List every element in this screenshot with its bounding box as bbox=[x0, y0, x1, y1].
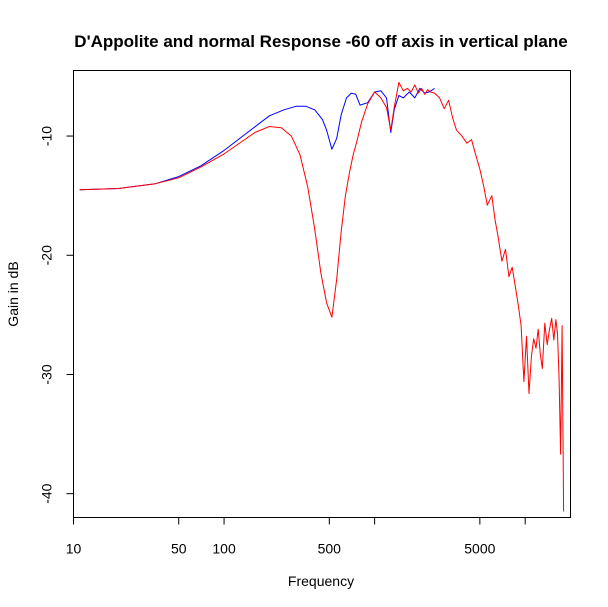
x-tick-label: 100 bbox=[212, 541, 236, 557]
y-tick-label: -30 bbox=[39, 364, 55, 384]
y-axis: -10 -20 -30 -40 bbox=[39, 126, 74, 504]
x-tick-label: 500 bbox=[318, 541, 342, 557]
y-tick-label: -20 bbox=[39, 245, 55, 265]
plot-area bbox=[79, 81, 565, 512]
plot-frame bbox=[73, 70, 571, 518]
x-tick-label: 10 bbox=[66, 541, 82, 557]
chart-title: D'Appolite and normal Response -60 off a… bbox=[74, 32, 567, 51]
y-tick-label: -40 bbox=[39, 483, 55, 503]
y-axis-label: Gain in dB bbox=[5, 261, 21, 326]
series-line-0 bbox=[79, 87, 435, 191]
x-tick-label: 50 bbox=[171, 541, 187, 557]
x-axis: 10 50 100 500 5000 bbox=[66, 517, 526, 557]
x-tick-label: 5000 bbox=[464, 541, 495, 557]
x-axis-label: Frequency bbox=[288, 573, 354, 589]
y-tick-label: -10 bbox=[39, 126, 55, 146]
series-line-1 bbox=[79, 81, 565, 512]
